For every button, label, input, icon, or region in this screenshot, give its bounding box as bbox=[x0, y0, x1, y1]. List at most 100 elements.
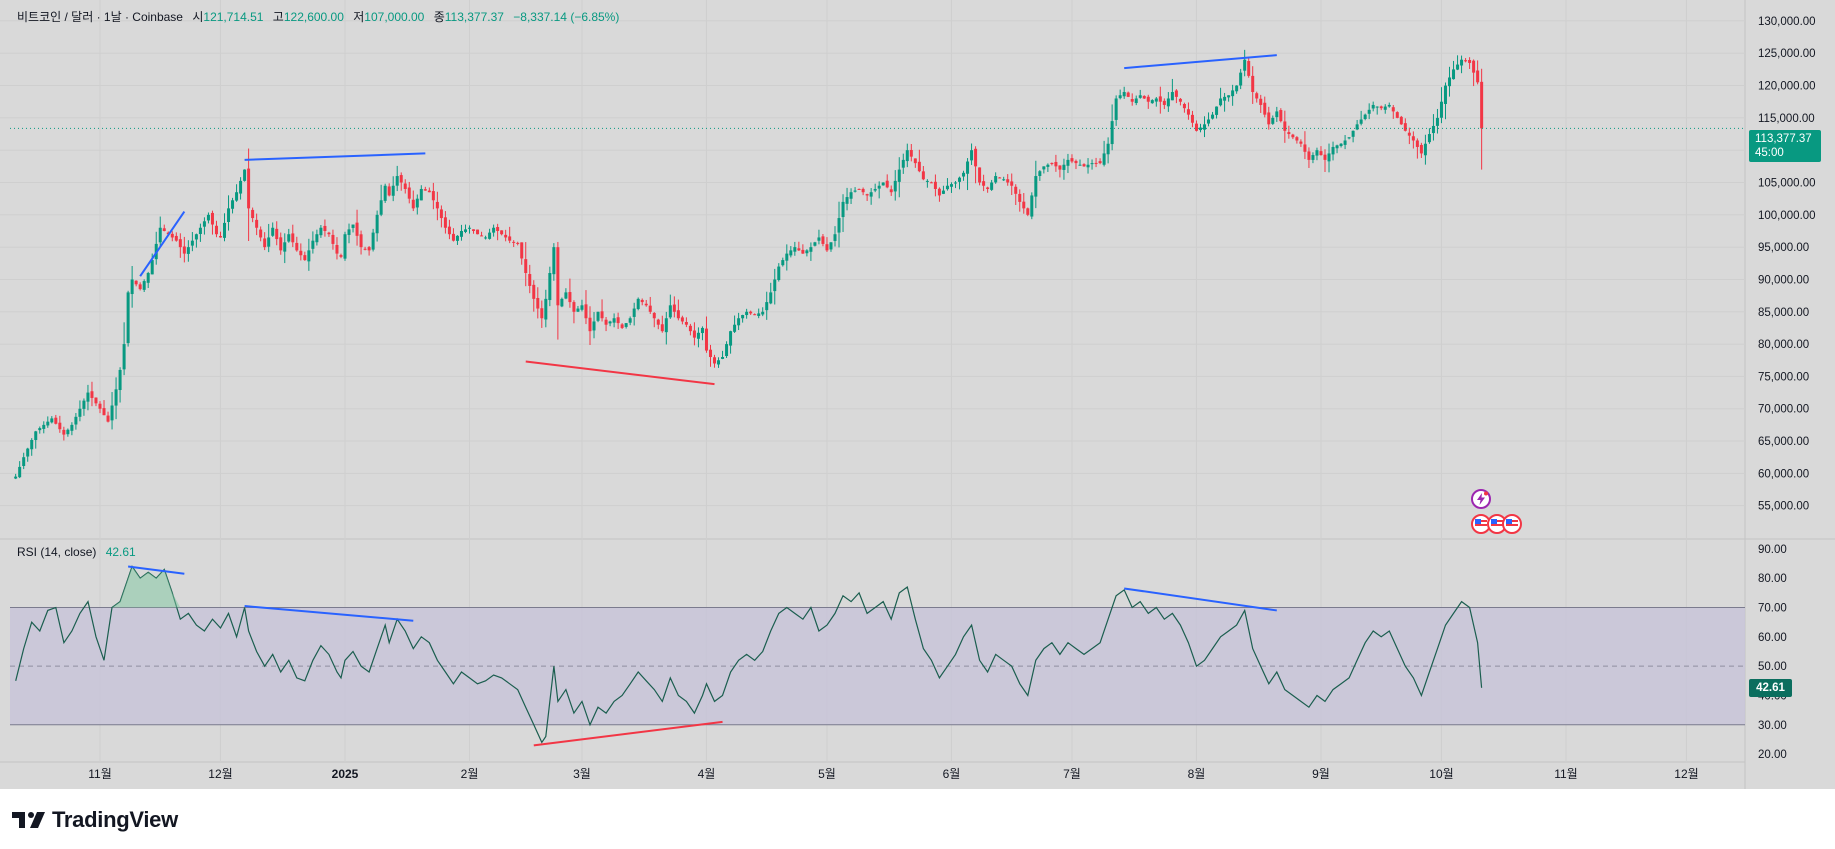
candle-body bbox=[897, 169, 901, 182]
candle-body bbox=[873, 188, 877, 191]
candle-body bbox=[351, 224, 355, 228]
close-value: 113,377.37 bbox=[444, 10, 504, 24]
candle-body bbox=[1359, 119, 1363, 124]
candle-body bbox=[1379, 106, 1383, 109]
candle-body bbox=[327, 232, 331, 235]
candle-body bbox=[1251, 75, 1255, 93]
candle-body bbox=[251, 209, 255, 219]
lightning-event-icon[interactable] bbox=[1471, 489, 1491, 509]
candle-body bbox=[1331, 146, 1335, 155]
candle-body bbox=[134, 280, 138, 285]
time-tick-label: 2025 bbox=[332, 767, 359, 781]
chart-svg[interactable]: 130,000.00 125,000.00 120,000.00 115,000.00… bbox=[0, 0, 1835, 789]
price-tick-label: 80,000.00 bbox=[1758, 339, 1809, 351]
price-tick-label: 100,000.00 bbox=[1758, 210, 1816, 222]
time-tick-label: 10월 bbox=[1429, 767, 1453, 781]
candle-body bbox=[375, 214, 379, 234]
candle-body bbox=[576, 308, 580, 312]
candle-body bbox=[797, 248, 801, 251]
brand-name: TradingView bbox=[52, 807, 178, 832]
candle-body bbox=[1150, 100, 1154, 104]
candle-body bbox=[528, 274, 532, 286]
candle-body bbox=[303, 255, 307, 261]
price-trendline bbox=[1124, 54, 1277, 70]
candle-body bbox=[536, 298, 540, 309]
price-tick-label: 85,000.00 bbox=[1758, 307, 1809, 319]
candle-body bbox=[933, 181, 937, 189]
candle-body bbox=[423, 189, 427, 191]
candle-body bbox=[1034, 176, 1038, 197]
candle-body bbox=[901, 159, 905, 168]
candle-body bbox=[122, 344, 126, 370]
candle-body bbox=[82, 400, 86, 409]
candle-body bbox=[568, 292, 572, 303]
candle-body bbox=[1456, 64, 1460, 70]
us-flag-event-icon[interactable] bbox=[1502, 514, 1522, 534]
candle-body bbox=[1419, 144, 1423, 154]
candle-body bbox=[1126, 92, 1130, 97]
candle-body bbox=[431, 191, 435, 201]
candle-body bbox=[476, 229, 480, 235]
symbol-title[interactable]: 비트코인 / 달러 · 1날 · Coinbase bbox=[17, 10, 183, 24]
candle-body bbox=[26, 448, 30, 457]
candle-body bbox=[455, 235, 459, 241]
time-tick-label: 11월 bbox=[1554, 767, 1578, 781]
candle-body bbox=[1166, 98, 1170, 107]
rsi-tick-label: 80.00 bbox=[1758, 573, 1787, 585]
candle-body bbox=[279, 237, 283, 251]
candle-body bbox=[1026, 208, 1030, 215]
candle-body bbox=[102, 408, 106, 416]
candle-body bbox=[1323, 154, 1327, 160]
candle-body bbox=[1255, 93, 1259, 99]
price-trendline bbox=[525, 360, 715, 386]
close-label: 종 bbox=[433, 10, 445, 24]
high-label: 고 bbox=[272, 10, 284, 24]
candle-body bbox=[1227, 95, 1231, 98]
candle-body bbox=[355, 222, 359, 236]
candle-body bbox=[929, 182, 933, 184]
candle-body bbox=[668, 305, 672, 318]
candle-body bbox=[186, 247, 190, 254]
candle-body bbox=[717, 360, 721, 365]
tradingview-footer[interactable]: TradingView bbox=[12, 805, 178, 835]
candle-body bbox=[271, 227, 275, 236]
candle-body bbox=[214, 225, 218, 235]
candle-body bbox=[1154, 98, 1158, 102]
candle-body bbox=[74, 416, 78, 425]
rsi-label[interactable]: RSI (14, close) bbox=[17, 545, 97, 559]
candle-body bbox=[1287, 132, 1291, 135]
candle-body bbox=[829, 242, 833, 250]
candle-body bbox=[42, 424, 46, 429]
candle-body bbox=[721, 357, 725, 359]
candle-body bbox=[347, 229, 351, 235]
candle-body bbox=[692, 330, 696, 338]
candle-body bbox=[849, 192, 853, 199]
time-tick-label: 6월 bbox=[943, 767, 961, 781]
candle-body bbox=[592, 321, 596, 331]
rsi-legend[interactable]: RSI (14, close) 42.61 bbox=[17, 545, 136, 559]
candle-body bbox=[451, 233, 455, 241]
candle-body bbox=[1403, 123, 1407, 131]
price-tick-label: 115,000.00 bbox=[1758, 113, 1815, 125]
candle-body bbox=[403, 183, 407, 189]
open-label: 시 bbox=[192, 10, 204, 24]
candle-body bbox=[472, 229, 476, 231]
candle-body bbox=[142, 281, 146, 290]
candle-body bbox=[620, 324, 624, 328]
candle-body bbox=[1058, 165, 1062, 170]
candle-body bbox=[62, 429, 66, 435]
candle-body bbox=[1207, 119, 1211, 124]
candle-body bbox=[1283, 121, 1287, 131]
candle-body bbox=[1006, 179, 1010, 183]
time-tick-label: 2월 bbox=[461, 767, 479, 781]
candle-body bbox=[632, 308, 636, 317]
candle-body bbox=[263, 238, 267, 248]
candle-body bbox=[319, 227, 323, 236]
price-tick-label: 95,000.00 bbox=[1758, 242, 1809, 254]
candle-body bbox=[1431, 125, 1435, 134]
candle-body bbox=[315, 234, 319, 243]
candle-body bbox=[805, 250, 809, 254]
symbol-legend: 비트코인 / 달러 · 1날 · Coinbase 시121,714.51 고1… bbox=[17, 8, 619, 25]
candle-body bbox=[339, 255, 343, 257]
candle-body bbox=[54, 417, 58, 424]
